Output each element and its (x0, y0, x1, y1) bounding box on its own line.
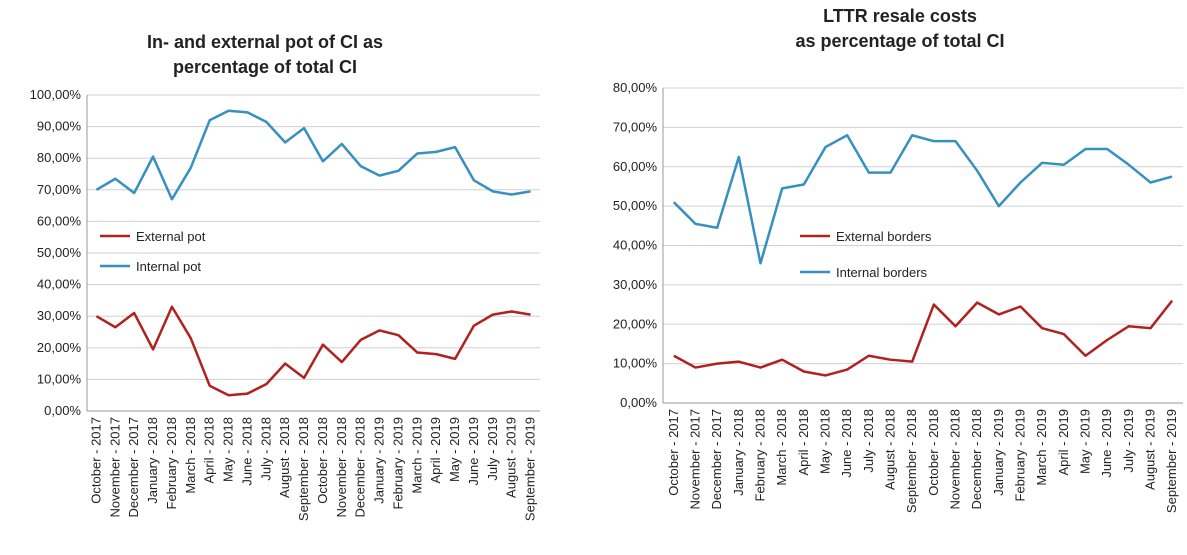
x-tick-label: March - 2019 (1034, 409, 1049, 486)
y-tick-label: 100,00% (30, 87, 82, 102)
x-tick-label: July - 2019 (1121, 409, 1136, 473)
x-tick-label: October - 2018 (315, 417, 330, 504)
x-tick-label: April - 2019 (428, 417, 443, 483)
x-tick-label: May - 2019 (1078, 409, 1093, 474)
y-tick-label: 10,00% (613, 356, 658, 371)
x-tick-label: October - 2018 (926, 409, 941, 496)
y-tick-label: 0,00% (44, 403, 81, 418)
y-tick-label: 20,00% (613, 316, 658, 331)
x-tick-label: December - 2018 (969, 409, 984, 509)
x-tick-label: June - 2018 (839, 409, 854, 478)
x-tick-label: October - 2017 (88, 417, 103, 504)
y-tick-label: 50,00% (613, 198, 658, 213)
x-tick-label: November - 2017 (688, 409, 703, 509)
x-tick-label: March - 2019 (409, 417, 424, 494)
x-tick-label: February - 2019 (390, 417, 405, 510)
x-tick-label: September - 2019 (1164, 409, 1179, 513)
x-tick-label: July - 2018 (861, 409, 876, 473)
x-tick-label: October - 2017 (666, 409, 681, 496)
y-tick-label: 80,00% (37, 150, 82, 165)
y-tick-label: 90,00% (37, 119, 82, 134)
series-line (672, 134, 1173, 265)
y-tick-label: 30,00% (613, 277, 658, 292)
x-tick-label: November - 2018 (948, 409, 963, 509)
y-tick-label: 0,00% (620, 395, 657, 410)
chart-title: In- and external pot of CI as (147, 32, 383, 52)
x-tick-label: June - 2018 (239, 417, 254, 486)
x-tick-label: June - 2019 (1099, 409, 1114, 478)
chart-title: as percentage of total CI (795, 31, 1004, 51)
x-tick-label: July - 2018 (258, 417, 273, 481)
chart-title: percentage of total CI (173, 57, 357, 77)
x-tick-label: May - 2019 (447, 417, 462, 482)
legend-label: Internal borders (836, 265, 928, 280)
x-tick-label: February - 2018 (164, 417, 179, 510)
y-tick-label: 70,00% (613, 119, 658, 134)
x-tick-label: August - 2018 (277, 417, 292, 498)
x-tick-label: September - 2018 (296, 417, 311, 521)
x-tick-label: September - 2018 (904, 409, 919, 513)
x-tick-label: November - 2018 (334, 417, 349, 517)
x-tick-label: January - 2019 (991, 409, 1006, 496)
y-tick-label: 40,00% (37, 277, 82, 292)
series-line (95, 305, 531, 397)
y-tick-label: 40,00% (613, 238, 658, 253)
x-tick-label: February - 2018 (753, 409, 768, 502)
x-tick-label: August - 2019 (1143, 409, 1158, 490)
x-tick-label: August - 2019 (504, 417, 519, 498)
y-tick-label: 70,00% (37, 182, 82, 197)
x-tick-label: January - 2019 (372, 417, 387, 504)
x-tick-label: July - 2019 (485, 417, 500, 481)
x-tick-label: September - 2019 (523, 417, 538, 521)
x-tick-label: August - 2018 (883, 409, 898, 490)
legend-label: External pot (136, 229, 206, 244)
x-tick-label: May - 2018 (818, 409, 833, 474)
x-tick-label: January - 2018 (731, 409, 746, 496)
y-tick-label: 60,00% (613, 159, 658, 174)
y-tick-label: 60,00% (37, 213, 82, 228)
y-tick-label: 80,00% (613, 80, 658, 95)
x-tick-label: March - 2018 (183, 417, 198, 494)
series-line (673, 299, 1174, 377)
x-tick-label: June - 2019 (466, 417, 481, 486)
x-tick-label: April - 2018 (202, 417, 217, 483)
x-tick-label: May - 2018 (221, 417, 236, 482)
chart-title: LTTR resale costs (823, 6, 977, 26)
y-tick-label: 50,00% (37, 245, 82, 260)
x-tick-label: December - 2017 (126, 417, 141, 517)
y-tick-label: 10,00% (37, 371, 82, 386)
legend-label: Internal pot (136, 259, 201, 274)
legend-label: External borders (836, 229, 932, 244)
x-tick-label: April - 2018 (796, 409, 811, 475)
x-tick-label: April - 2019 (1056, 409, 1071, 475)
y-tick-label: 30,00% (37, 308, 82, 323)
x-tick-label: December - 2018 (353, 417, 368, 517)
series-line (95, 109, 531, 201)
x-tick-label: February - 2019 (1013, 409, 1028, 502)
y-tick-label: 20,00% (37, 340, 82, 355)
x-tick-label: January - 2018 (145, 417, 160, 504)
x-tick-label: November - 2017 (107, 417, 122, 517)
x-tick-label: March - 2018 (774, 409, 789, 486)
x-tick-label: December - 2017 (709, 409, 724, 509)
